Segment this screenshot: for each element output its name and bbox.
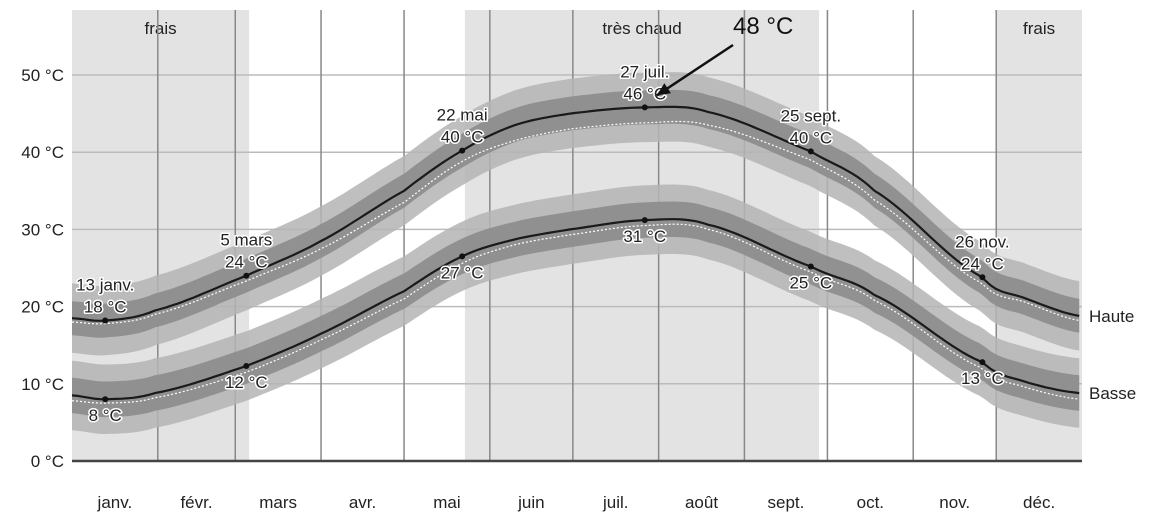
data-point-label: 13 °C <box>961 369 1004 388</box>
x-tick-label: mai <box>433 493 460 512</box>
data-point <box>641 104 648 111</box>
data-point <box>641 217 648 224</box>
data-point-label: 25 sept. <box>781 106 842 125</box>
series-label: Basse <box>1089 384 1136 403</box>
data-point-label: 46 °C <box>623 84 666 103</box>
series-inner-band <box>72 201 1080 417</box>
annotation-text: 48 °C <box>733 13 793 40</box>
data-point-label: 5 mars <box>220 231 272 250</box>
data-point-label: 26 nov. <box>955 232 1010 251</box>
x-tick-label: janv. <box>97 493 133 512</box>
x-tick-label: nov. <box>939 493 970 512</box>
y-tick-label: 0 °C <box>31 452 64 471</box>
data-point-label: 31 °C <box>623 227 666 246</box>
x-tick-label: sept. <box>767 493 804 512</box>
data-point-label: 18 °C <box>84 297 127 316</box>
annotation: 48 °C <box>656 13 793 97</box>
data-point-label: 27 °C <box>441 263 484 282</box>
y-tick-label: 10 °C <box>21 375 64 394</box>
series-inner-band <box>72 89 1080 338</box>
data-point <box>243 272 250 279</box>
data-point-label: 13 janv. <box>76 275 134 294</box>
axis-labels: 0 °C 10 °C 20 °C 30 °C 40 °C 50 °C janv. févr. m… <box>21 66 1055 512</box>
data-point <box>979 274 986 281</box>
y-tick-label: 30 °C <box>21 220 64 239</box>
data-point-label: 22 mai <box>437 106 488 125</box>
series-outer-band <box>72 184 1080 434</box>
data-point <box>243 363 250 370</box>
x-tick-label: mars <box>259 493 297 512</box>
x-tick-label: déc. <box>1023 493 1055 512</box>
data-point-label: 24 °C <box>225 253 268 272</box>
data-point <box>102 317 109 324</box>
data-point-label: 25 °C <box>789 273 832 292</box>
data-point-label: 27 juil. <box>620 62 669 81</box>
data-point-label: 40 °C <box>441 128 484 147</box>
series-outer-band <box>72 72 1080 356</box>
data-point-label: 8 °C <box>89 406 122 425</box>
data-point-label: 12 °C <box>225 373 268 392</box>
data-point <box>979 359 986 366</box>
data-point-label: 40 °C <box>789 128 832 147</box>
data-points <box>102 104 986 403</box>
x-tick-label: févr. <box>180 493 212 512</box>
y-tick-label: 20 °C <box>21 298 64 317</box>
x-tick-label: avr. <box>349 493 376 512</box>
data-point <box>459 253 466 260</box>
season-band-label: frais <box>144 19 176 38</box>
season-band-label: frais <box>1023 19 1055 38</box>
data-point <box>807 263 814 270</box>
annotation-arrow-head <box>656 83 671 96</box>
x-tick-label: août <box>685 493 718 512</box>
series-label: Haute <box>1089 307 1134 326</box>
series-line-0 <box>71 105 1080 322</box>
data-point <box>102 396 109 403</box>
annotation-arrow-line <box>656 43 734 97</box>
data-point <box>459 147 466 154</box>
x-tick-label: oct. <box>857 493 884 512</box>
x-tick-label: juin <box>517 493 544 512</box>
series-normal-line <box>71 223 1080 404</box>
data-point <box>807 148 814 155</box>
series-normal-line <box>71 120 1080 325</box>
y-tick-label: 50 °C <box>21 66 64 85</box>
series-line-1 <box>71 218 1080 401</box>
season-band-label: très chaud <box>602 19 681 38</box>
x-tick-label: juil. <box>602 493 629 512</box>
point-labels: 13 janv. 18 °C 5 mars 24 °C 22 mai 40 °C 27 ju… <box>75 61 1012 427</box>
y-tick-label: 40 °C <box>21 143 64 162</box>
series-group: Haute Basse <box>71 72 1136 434</box>
data-point-label: 24 °C <box>961 254 1004 273</box>
